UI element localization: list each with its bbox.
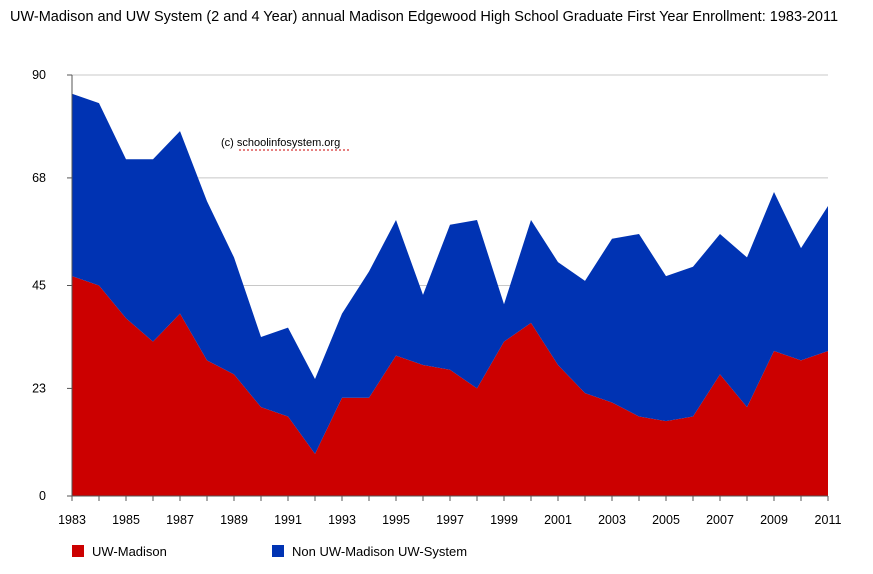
x-tick-label: 1999 [490,513,518,527]
x-tick-label: 2009 [760,513,788,527]
legend-swatch [72,545,84,557]
legend-label: Non UW-Madison UW-System [292,544,467,559]
y-tick-label: 23 [32,381,46,395]
chart-title: UW-Madison and UW System (2 and 4 Year) … [10,9,839,25]
y-tick-label: 45 [32,279,46,293]
x-tick-label: 1985 [112,513,140,527]
x-tick-label: 1987 [166,513,194,527]
x-tick-label: 2007 [706,513,734,527]
x-tick-label: 2011 [815,513,842,527]
area-series-0 [72,276,828,496]
legend-label: UW-Madison [92,544,167,559]
axes: 0 23 45 68 90 1983 1985 1987 1989 1991 1993 1995 199… [32,68,841,527]
legend: UW-Madison Non UW-Madison UW-System [72,544,467,559]
legend-swatch [272,545,284,557]
x-tick-label: 1997 [436,513,464,527]
annotations: (c) schoolinfosystem.org [221,137,349,151]
area-series-1 [72,93,828,454]
y-tick-label: 0 [39,489,46,503]
copyright-annotation: (c) schoolinfosystem.org [221,137,340,149]
x-tick-label: 1995 [382,513,410,527]
x-tick-label: 2001 [544,513,572,527]
x-tick-label: 2003 [598,513,626,527]
x-tick-label: 1983 [58,513,86,527]
x-tick-label: 1989 [220,513,248,527]
x-tick-label: 1991 [274,513,302,527]
area-series [72,93,828,496]
y-tick-label: 68 [32,171,46,185]
y-tick-label: 90 [32,68,46,82]
x-tick-label: 2005 [652,513,680,527]
x-tick-label: 1993 [328,513,356,527]
